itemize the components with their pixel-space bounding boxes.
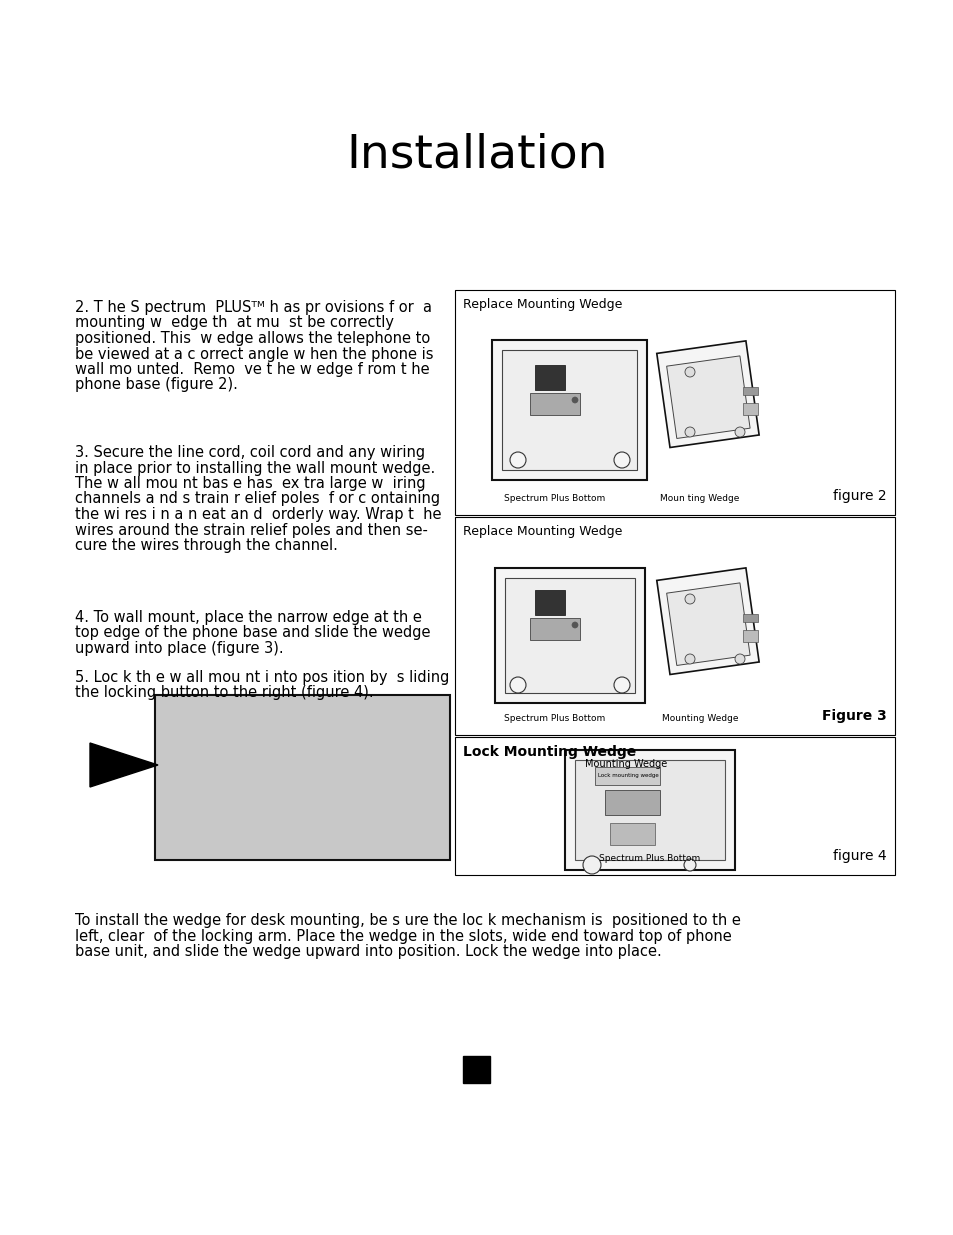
- Text: Installation: Installation: [346, 132, 607, 178]
- Bar: [530, 618, 579, 640]
- Circle shape: [510, 677, 525, 693]
- Text: left, clear  of the locking arm. Place the wedge in the slots, wide end toward t: left, clear of the locking arm. Place th…: [75, 929, 731, 944]
- Circle shape: [684, 655, 695, 664]
- Bar: [154, 695, 450, 860]
- Text: Spectrum Plus Bottom: Spectrum Plus Bottom: [598, 853, 700, 863]
- Text: the locking button to the right (figure 4).: the locking button to the right (figure …: [75, 685, 374, 700]
- Text: The w all mou nt bas e has  ex tra large w  iring: The w all mou nt bas e has ex tra large …: [75, 475, 425, 492]
- Bar: [666, 583, 749, 666]
- Circle shape: [582, 856, 600, 874]
- Circle shape: [734, 655, 744, 664]
- Bar: [455, 290, 894, 515]
- Bar: [742, 387, 758, 395]
- Text: figure 2: figure 2: [833, 489, 886, 503]
- Text: 4. To wall mount, place the narrow edge at th e: 4. To wall mount, place the narrow edge …: [75, 610, 421, 625]
- Bar: [595, 767, 659, 785]
- Circle shape: [614, 677, 629, 693]
- Bar: [504, 578, 635, 693]
- Bar: [666, 356, 749, 438]
- Text: be viewed at a c orrect angle w hen the phone is: be viewed at a c orrect angle w hen the …: [75, 347, 433, 362]
- Text: phone base (figure 2).: phone base (figure 2).: [75, 378, 237, 393]
- Bar: [463, 1056, 490, 1083]
- Text: cure the wires through the channel.: cure the wires through the channel.: [75, 538, 337, 553]
- Text: positioned. This  w edge allows the telephone to: positioned. This w edge allows the telep…: [75, 331, 430, 346]
- Bar: [455, 737, 894, 876]
- Text: wall mo unted.  Remo  ve t he w edge f rom t he: wall mo unted. Remo ve t he w edge f rom…: [75, 362, 429, 377]
- Text: 3. Secure the line cord, coil cord and any wiring: 3. Secure the line cord, coil cord and a…: [75, 445, 425, 459]
- Bar: [502, 350, 637, 471]
- Text: figure 4: figure 4: [833, 848, 886, 863]
- Text: mounting w  edge th  at mu  st be correctly: mounting w edge th at mu st be correctly: [75, 315, 394, 331]
- Bar: [656, 341, 759, 447]
- Text: top edge of the phone base and slide the wedge: top edge of the phone base and slide the…: [75, 625, 430, 641]
- Bar: [535, 590, 564, 615]
- Circle shape: [684, 427, 695, 437]
- Circle shape: [614, 452, 629, 468]
- FancyBboxPatch shape: [492, 340, 647, 480]
- Text: Lock Mounting Wedge: Lock Mounting Wedge: [462, 745, 636, 760]
- Bar: [609, 823, 655, 845]
- Bar: [530, 393, 579, 415]
- Bar: [656, 568, 759, 674]
- Text: Mounting Wedge: Mounting Wedge: [661, 714, 738, 722]
- FancyBboxPatch shape: [495, 568, 644, 703]
- Text: base unit, and slide the wedge upward into position. Lock the wedge into place.: base unit, and slide the wedge upward in…: [75, 944, 661, 960]
- Text: Figure 3: Figure 3: [821, 709, 886, 722]
- Text: wires around the strain relief poles and then se-: wires around the strain relief poles and…: [75, 522, 428, 537]
- Text: Replace Mounting Wedge: Replace Mounting Wedge: [462, 525, 621, 538]
- Text: in place prior to installing the wall mount wedge.: in place prior to installing the wall mo…: [75, 461, 435, 475]
- Text: 2. T he S pectrum  PLUSᵀᴹ h as pr ovisions f or  a: 2. T he S pectrum PLUSᵀᴹ h as pr ovision…: [75, 300, 432, 315]
- Text: Replace Mounting Wedge: Replace Mounting Wedge: [462, 298, 621, 311]
- Bar: [604, 790, 659, 815]
- Circle shape: [684, 594, 695, 604]
- Text: Spectrum Plus Bottom: Spectrum Plus Bottom: [504, 494, 605, 503]
- Circle shape: [734, 427, 744, 437]
- Bar: [742, 630, 758, 642]
- Circle shape: [572, 396, 578, 403]
- Text: Mounting Wedge: Mounting Wedge: [584, 760, 666, 769]
- Text: Spectrum Plus Bottom: Spectrum Plus Bottom: [504, 714, 605, 722]
- Text: Lock mounting wedge: Lock mounting wedge: [597, 773, 658, 778]
- Circle shape: [510, 452, 525, 468]
- Text: upward into place (figure 3).: upward into place (figure 3).: [75, 641, 283, 656]
- Text: the wi res i n a n eat an d  orderly way. Wrap t  he: the wi res i n a n eat an d orderly way.…: [75, 508, 441, 522]
- Bar: [455, 517, 894, 735]
- Bar: [575, 760, 724, 860]
- Text: 5. Loc k th e w all mou nt i nto pos ition by  s liding: 5. Loc k th e w all mou nt i nto pos iti…: [75, 671, 449, 685]
- Bar: [535, 366, 564, 390]
- Bar: [564, 750, 734, 869]
- Text: Moun ting Wedge: Moun ting Wedge: [659, 494, 739, 503]
- Circle shape: [572, 622, 578, 629]
- Text: channels a nd s train r elief poles  f or c ontaining: channels a nd s train r elief poles f or…: [75, 492, 439, 506]
- Polygon shape: [90, 743, 158, 787]
- Bar: [742, 614, 758, 622]
- Bar: [742, 403, 758, 415]
- Circle shape: [683, 860, 696, 871]
- Text: To install the wedge for desk mounting, be s ure the loc k mechanism is  positio: To install the wedge for desk mounting, …: [75, 913, 740, 927]
- Circle shape: [684, 367, 695, 377]
